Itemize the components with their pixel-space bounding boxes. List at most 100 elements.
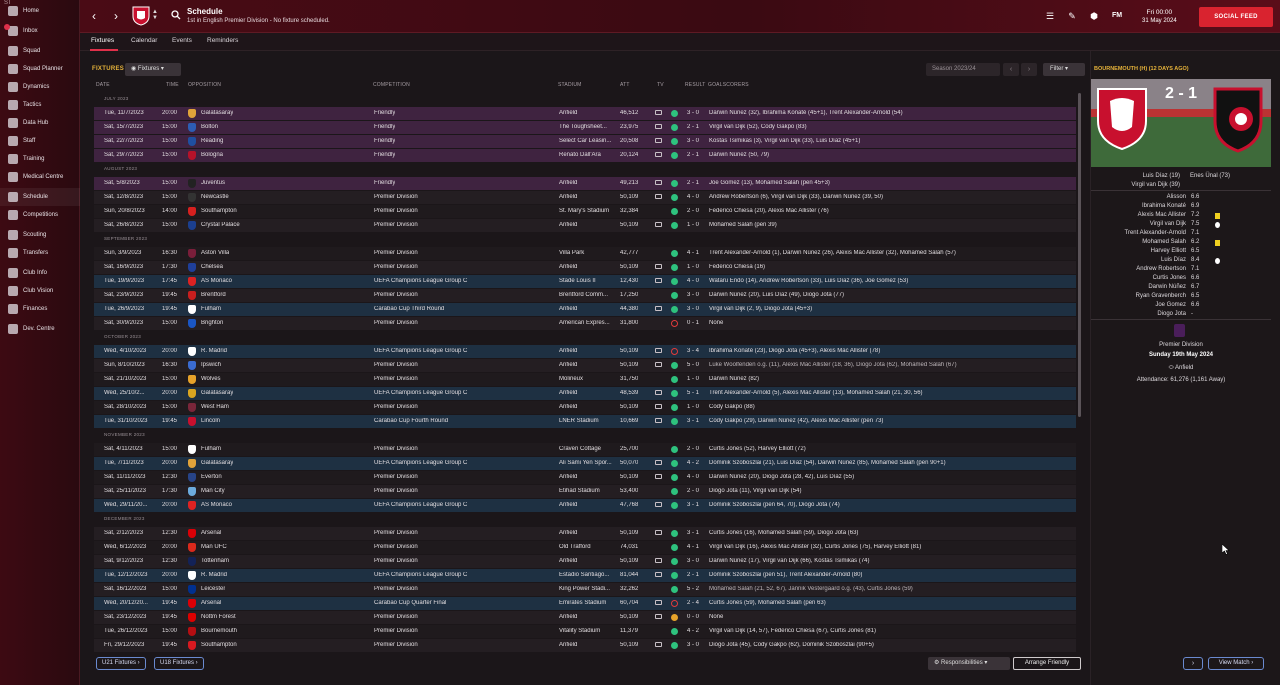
table-row[interactable]: Sat, 16/9/2023 17:30 Chelsea Premier Divisi…: [94, 261, 1076, 274]
table-row[interactable]: Tue, 7/11/2023 20:00 Galatasaray UEFA Champ…: [94, 457, 1076, 470]
player-rating-row[interactable]: Luis Díaz 8.4: [1091, 257, 1271, 266]
sidebar-item-club-vision[interactable]: Club Vision: [0, 282, 80, 300]
table-row[interactable]: Sat, 9/12/2023 12:30 Tottenham Premier Divi…: [94, 555, 1076, 568]
fixture-opposition[interactable]: Southampton: [201, 208, 237, 214]
table-row[interactable]: Sat, 30/9/2023 15:00 Brighton Premier Divis…: [94, 317, 1076, 330]
fixture-opposition[interactable]: Brentford: [201, 292, 226, 298]
col-tv[interactable]: TV: [657, 82, 664, 88]
sidebar-item-inbox[interactable]: Inbox: [0, 22, 80, 40]
fixture-stadium[interactable]: Old Trafford: [559, 544, 591, 550]
table-row[interactable]: Sat, 2/12/2023 12:30 Arsenal Premier Divisi…: [94, 527, 1076, 540]
season-next-button[interactable]: ›: [1021, 63, 1037, 76]
fixture-opposition[interactable]: Nottm Forest: [201, 614, 236, 620]
view-match-button[interactable]: View Match ›: [1208, 657, 1264, 670]
table-row[interactable]: Tue, 31/10/2023 19:45 Lincoln Carabao Cup F…: [94, 415, 1076, 428]
sidebar-item-competitions[interactable]: Competitions: [0, 206, 80, 224]
fm-button[interactable]: FM: [1111, 12, 1123, 19]
sidebar-item-finances[interactable]: Finances: [0, 300, 80, 318]
fixture-competition[interactable]: Premier Division: [374, 628, 418, 634]
fixture-opposition[interactable]: Bournemouth: [201, 628, 238, 634]
sidebar-item-staff[interactable]: Staff: [0, 132, 80, 150]
table-row[interactable]: Sat, 15/7/2023 15:00 Bolton Friendly The Tou…: [94, 121, 1076, 134]
fixture-stadium[interactable]: Ali Sami Yen Spor...: [559, 460, 612, 466]
back-button[interactable]: ‹: [92, 9, 96, 23]
fixture-opposition[interactable]: Wolves: [201, 376, 221, 382]
fixture-competition[interactable]: Friendly: [374, 152, 396, 158]
fixture-stadium[interactable]: LNER Stadium: [559, 418, 599, 424]
fixture-competition[interactable]: Premier Division: [374, 404, 418, 410]
table-row[interactable]: Sun, 8/10/2023 16:30 Ipswich Premier Divisi…: [94, 359, 1076, 372]
fixture-opposition[interactable]: Crystal Palace: [201, 222, 240, 228]
fixture-competition[interactable]: Friendly: [374, 124, 396, 130]
menu-icon[interactable]: ☰: [1045, 11, 1055, 21]
player-rating-row[interactable]: Ibrahima Konaté 6.9: [1091, 203, 1271, 212]
u21-fixtures-button[interactable]: U21 Fixtures ›: [96, 657, 146, 670]
fixture-competition[interactable]: Carabao Cup Third Round: [374, 306, 445, 312]
fixture-competition[interactable]: Premier Division: [374, 320, 418, 326]
crest-badge-icon[interactable]: ⬢: [1090, 11, 1098, 21]
table-row[interactable]: Sat, 5/8/2023 15:00 Juventus Friendly Anfiel…: [94, 177, 1076, 190]
filter-button[interactable]: Filter ▾: [1043, 63, 1085, 76]
club-switch-icon[interactable]: ▲ ▼: [152, 9, 158, 21]
fixture-competition[interactable]: Premier Division: [374, 376, 418, 382]
fixture-stadium[interactable]: Select Car Leasin...: [559, 138, 612, 144]
fixture-stadium[interactable]: Anfield: [559, 530, 578, 536]
fixture-opposition[interactable]: Bologna: [201, 152, 224, 158]
col-stadium[interactable]: STADIUM: [558, 82, 582, 88]
fixture-opposition[interactable]: Lincoln: [201, 418, 221, 424]
player-rating-row[interactable]: Joe Gomez 6.6: [1091, 302, 1271, 311]
fixture-competition[interactable]: Premier Division: [374, 446, 418, 452]
fixture-opposition[interactable]: AS Monaco: [201, 502, 233, 508]
fixture-competition[interactable]: Premier Division: [374, 362, 418, 368]
col-time[interactable]: TIME: [166, 82, 179, 88]
table-row[interactable]: Wed, 25/10/2... 20:00 Galatasaray UEFA Cham…: [94, 387, 1076, 400]
col-competition[interactable]: COMPETITION: [373, 82, 410, 88]
table-row[interactable]: Tue, 11/7/2023 20:00 Galatasaray Friendly An…: [94, 107, 1076, 120]
forward-button[interactable]: ›: [114, 9, 118, 23]
fixture-opposition[interactable]: Juventus: [201, 180, 226, 186]
table-row[interactable]: Wed, 6/12/2023 20:00 Man UFC Premier Divisi…: [94, 541, 1076, 554]
sidebar-item-training[interactable]: Training: [0, 150, 80, 168]
fixture-opposition[interactable]: Arsenal: [201, 530, 222, 536]
fixture-opposition[interactable]: Southampton: [201, 642, 237, 648]
player-rating-row[interactable]: Trent Alexander-Arnold 7.1: [1091, 230, 1271, 239]
fixture-stadium[interactable]: Stade Louis II: [559, 278, 596, 284]
fixture-stadium[interactable]: Molineux: [559, 376, 584, 382]
sidebar-item-club-info[interactable]: Club Info: [0, 264, 80, 282]
fixture-stadium[interactable]: The Toughsheet...: [559, 124, 607, 130]
responsibilities-button[interactable]: ⚙ Responsibilities ▾: [928, 657, 1010, 670]
fixture-opposition[interactable]: Fulham: [201, 446, 222, 452]
fixture-opposition[interactable]: Bolton: [201, 124, 219, 130]
fixture-competition[interactable]: Premier Division: [374, 558, 418, 564]
player-rating-row[interactable]: Curtis Jones 6.6: [1091, 275, 1271, 284]
table-row[interactable]: Sat, 21/10/2023 15:00 Wolves Premier Divisi…: [94, 373, 1076, 386]
fixture-stadium[interactable]: Anfield: [559, 180, 578, 186]
table-row[interactable]: Sat, 23/12/2023 19:45 Nottm Forest Premier …: [94, 611, 1076, 624]
fixture-opposition[interactable]: Brighton: [201, 320, 224, 326]
player-rating-row[interactable]: Alexis Mac Allister 7.2: [1091, 212, 1271, 221]
fixture-stadium[interactable]: Anfield: [559, 404, 578, 410]
col-att[interactable]: ATT: [620, 82, 630, 88]
fixture-competition[interactable]: Carabao Cup Fourth Round: [374, 418, 449, 424]
sidebar-item-medical-centre[interactable]: Medical Centre: [0, 168, 80, 186]
table-row[interactable]: Fri, 29/12/2023 19:45 Southampton Premier D…: [94, 639, 1076, 652]
fixture-opposition[interactable]: Galatasaray: [201, 110, 234, 116]
fixture-opposition[interactable]: West Ham: [201, 404, 229, 410]
fixture-stadium[interactable]: Anfield: [559, 110, 578, 116]
table-row[interactable]: Sat, 16/12/2023 15:00 Leicester Premier Div…: [94, 583, 1076, 596]
fixture-opposition[interactable]: Arsenal: [201, 600, 222, 606]
fixture-competition[interactable]: UEFA Champions League Group C: [374, 460, 468, 466]
fixture-opposition[interactable]: R. Madrid: [201, 348, 228, 354]
fixture-competition[interactable]: UEFA Champions League Group C: [374, 278, 468, 284]
fixture-opposition[interactable]: Man UFC: [201, 544, 227, 550]
tab-reminders[interactable]: Reminders: [207, 37, 239, 44]
search-icon[interactable]: [171, 10, 181, 20]
fixture-stadium[interactable]: Anfield: [559, 348, 578, 354]
fixture-competition[interactable]: UEFA Champions League Group C: [374, 502, 468, 508]
sidebar-item-home[interactable]: Home: [0, 2, 80, 20]
fixture-opposition[interactable]: Fulham: [201, 306, 222, 312]
fixture-competition[interactable]: Premier Division: [374, 292, 418, 298]
social-feed-button[interactable]: SOCIAL FEED: [1199, 7, 1273, 27]
fixture-stadium[interactable]: Anfield: [559, 306, 578, 312]
season-selector[interactable]: Season 2023/24: [926, 63, 1000, 76]
